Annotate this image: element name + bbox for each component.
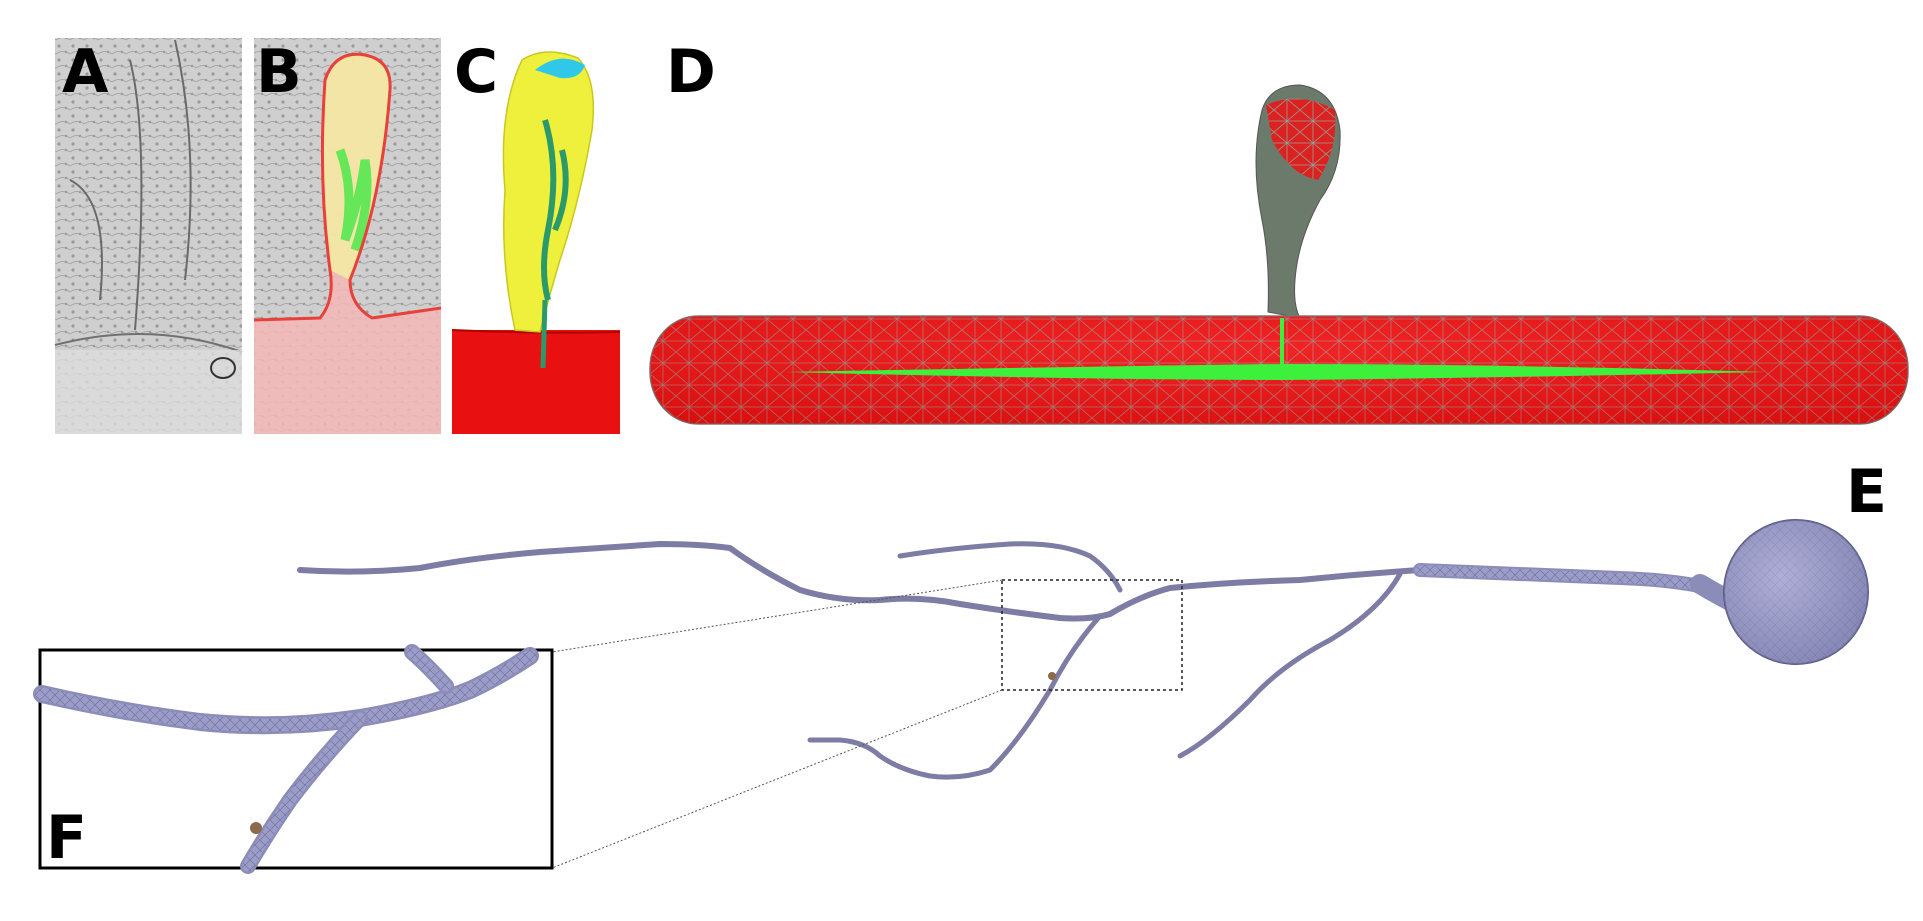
panel-label-c: C bbox=[454, 37, 499, 107]
panel-c-reconstruction bbox=[451, 51, 621, 434]
panel-d-dendrite-mesh bbox=[649, 84, 1909, 425]
panel-f-inset bbox=[33, 644, 554, 874]
panel-label-f: F bbox=[46, 803, 87, 873]
panel-a-em-image bbox=[54, 38, 243, 434]
panel-label-d: D bbox=[666, 37, 716, 107]
panel-label-e: E bbox=[1846, 457, 1887, 527]
zoom-indicator bbox=[551, 579, 1183, 869]
panel-e-neuron bbox=[297, 519, 1869, 780]
panel-label-a: A bbox=[62, 37, 109, 107]
panel-b-segmented-em bbox=[253, 38, 442, 435]
panel-label-b: B bbox=[256, 37, 302, 107]
